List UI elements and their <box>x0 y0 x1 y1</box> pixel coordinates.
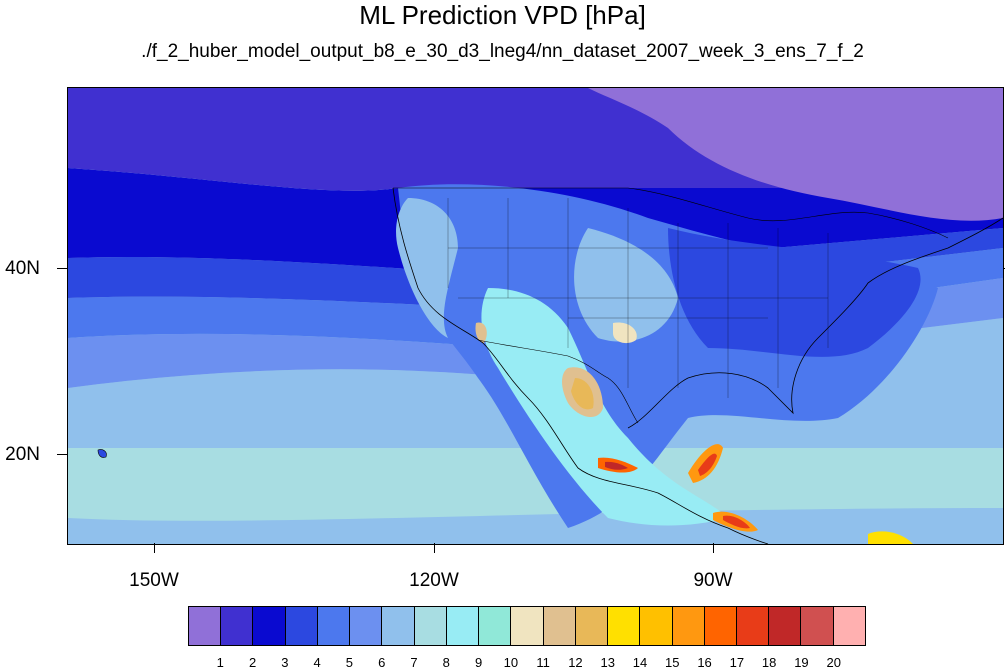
colorbar-label: 6 <box>378 655 386 670</box>
lon-tick-150w <box>154 543 155 553</box>
colorbar-label: 8 <box>442 655 450 670</box>
colorbar-label: 11 <box>536 655 550 670</box>
contour-band-4 <box>68 248 1003 348</box>
colorbar-label: 20 <box>826 655 841 670</box>
map-subtitle: ./f_2_huber_model_output_b8_e_30_d3_lneg… <box>141 41 864 62</box>
colorbar-label: 18 <box>761 655 777 670</box>
colorbar-label: 1 <box>216 655 224 670</box>
colorbar-box <box>736 607 770 645</box>
colorbar-label: 12 <box>568 655 583 670</box>
hotspot-texas <box>613 322 637 344</box>
lon-tick-90w <box>713 543 714 553</box>
colorbar-label: 9 <box>474 655 483 670</box>
lon-label-150w: 150W <box>129 570 179 591</box>
lon-label-90w: 90W <box>693 570 733 591</box>
contour-land-midwest <box>574 228 678 342</box>
border-states <box>447 198 829 398</box>
colorbar-box <box>672 607 705 645</box>
hotspot-yucatan-core <box>698 453 717 476</box>
colorbar-box <box>382 607 415 645</box>
hotspot-california <box>475 322 487 343</box>
colorbar-label: 4 <box>313 655 321 670</box>
hotspot-south-america <box>868 531 913 544</box>
colorbar-label: 17 <box>729 655 745 670</box>
hotspot-mexico-1-core <box>605 461 628 470</box>
colorbar-box <box>479 607 512 645</box>
lon-label-120w: 120W <box>409 570 459 591</box>
colorbar-label: 13 <box>600 655 615 670</box>
contour-band-3 <box>68 228 1003 308</box>
colorbar-label: 19 <box>794 655 809 670</box>
lat-tick-20n-left <box>57 454 67 455</box>
colorbar-box <box>833 607 865 645</box>
coastline-north-america <box>392 187 1003 544</box>
colorbar-box <box>446 607 480 645</box>
colorbar-label: 14 <box>632 655 648 670</box>
contour-west-coast <box>396 198 458 338</box>
colorbar-box <box>350 607 383 645</box>
contour-land-southwest <box>481 288 728 526</box>
contour-band-6-south <box>68 508 1003 544</box>
colorbar-box <box>317 607 351 645</box>
contour-level-1-canada <box>588 88 1003 221</box>
colorbar-label: 16 <box>697 655 712 670</box>
colorbar-box <box>704 607 737 645</box>
colorbar-box <box>189 607 222 645</box>
border-us-canada <box>393 187 949 239</box>
lat-tick-40n-right <box>1003 268 1005 269</box>
colorbar-box <box>543 607 576 645</box>
colorbar-box <box>608 607 641 645</box>
colorbar-box <box>801 607 834 645</box>
colorbar-box <box>511 607 544 645</box>
colorbar-label: 10 <box>503 655 519 670</box>
colorbar-box <box>414 607 447 645</box>
lat-label-40n: 40N <box>5 258 40 279</box>
contour-band-5 <box>68 278 1003 388</box>
lon-tick-120w <box>434 543 435 553</box>
colorbar-label: 15 <box>665 655 680 670</box>
contour-land-east <box>668 228 921 357</box>
colorbar-label: 3 <box>281 655 289 670</box>
colorbar-box <box>769 607 802 645</box>
colorbar-box <box>253 607 286 645</box>
colorbar-box <box>575 607 609 645</box>
colorbar-box <box>640 607 673 645</box>
colorbar-box <box>285 607 318 645</box>
colorbar <box>188 606 866 646</box>
lat-label-20n: 20N <box>5 444 40 465</box>
hotspot-sonora-core <box>571 378 594 410</box>
vpd-map-panel <box>67 87 1004 545</box>
colorbar-label: 7 <box>410 655 418 670</box>
colorbar-label: 5 <box>345 655 354 670</box>
colorbar-labels: 1 2 3 4 5 6 7 8 9 10 11 12 13 14 15 16 17 18 19 20 <box>188 656 866 672</box>
lat-tick-40n-left <box>57 268 67 269</box>
map-title: ML Prediction VPD [hPa] <box>359 0 646 30</box>
hotspot-central-america-core <box>723 515 750 529</box>
hawaii-islands <box>97 449 107 458</box>
colorbar-box <box>221 607 254 645</box>
colorbar-label: 2 <box>248 655 257 670</box>
vpd-contour-map <box>68 88 1003 544</box>
border-us-mexico <box>477 339 639 424</box>
